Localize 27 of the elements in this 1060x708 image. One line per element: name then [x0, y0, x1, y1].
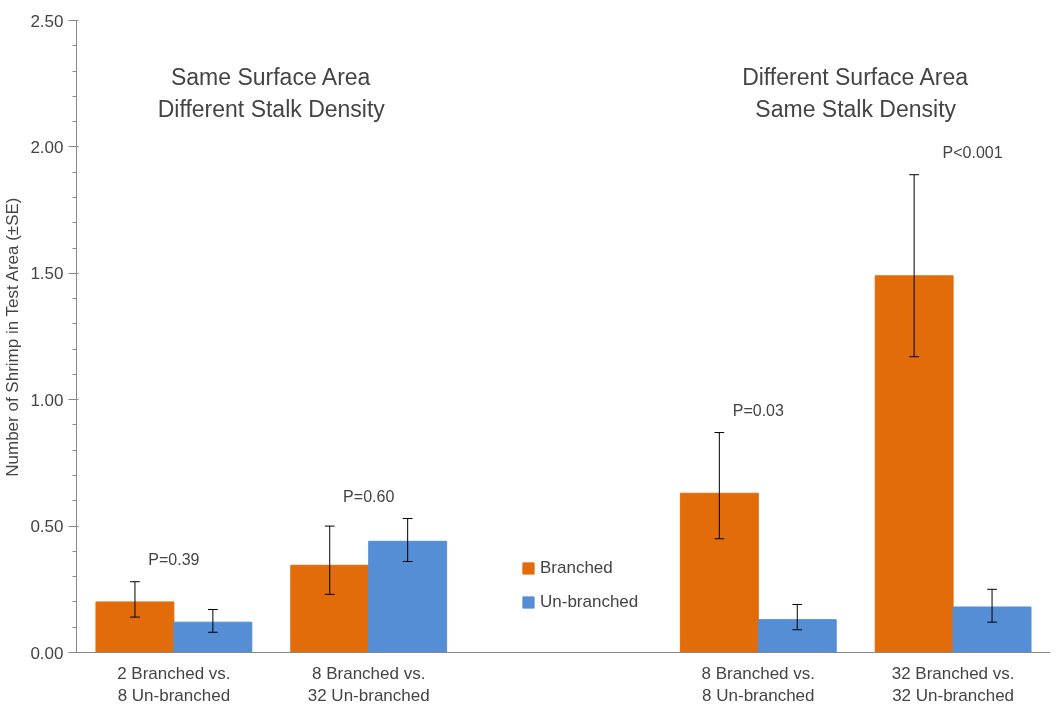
- y-tick-label: 1.00: [30, 390, 64, 410]
- legend-label: Un-branched: [540, 592, 639, 612]
- y-tick-label: 0.50: [30, 517, 64, 537]
- x-tick-label: 8 Branched vs. 8 Un-branched: [701, 663, 816, 706]
- annotation: P<0.001: [942, 144, 1003, 162]
- y-tick-label: 2.00: [30, 137, 64, 157]
- bar: [95, 601, 175, 653]
- bar: [757, 619, 837, 653]
- y-tick-label: 1.50: [30, 264, 64, 284]
- bar: [874, 275, 954, 653]
- x-tick-label: 2 Branched vs. 8 Un-branched: [117, 663, 231, 706]
- x-tick-label: 8 Branched vs. 32 Un-branched: [307, 663, 430, 706]
- y-tick-label: 0.00: [30, 643, 64, 663]
- bar: [679, 492, 759, 653]
- bar: [290, 564, 370, 653]
- y-tick-label: 2.50: [30, 11, 64, 31]
- annotation: Different Surface Area Same Stalk Density: [742, 64, 969, 122]
- bar: [173, 621, 253, 653]
- bar: [368, 540, 448, 653]
- x-tick-label: 32 Branched vs. 32 Un-branched: [891, 663, 1015, 706]
- annotation: Same Surface Area Different Stalk Density: [157, 64, 386, 122]
- legend-label: Branched: [540, 558, 613, 578]
- annotation: P=0.60: [343, 488, 395, 506]
- y-axis-title: Number of Shrimp in Test Area (±SE): [3, 197, 23, 477]
- annotation: P=0.03: [732, 402, 784, 420]
- annotation: P=0.39: [148, 551, 200, 569]
- bar: [952, 606, 1032, 653]
